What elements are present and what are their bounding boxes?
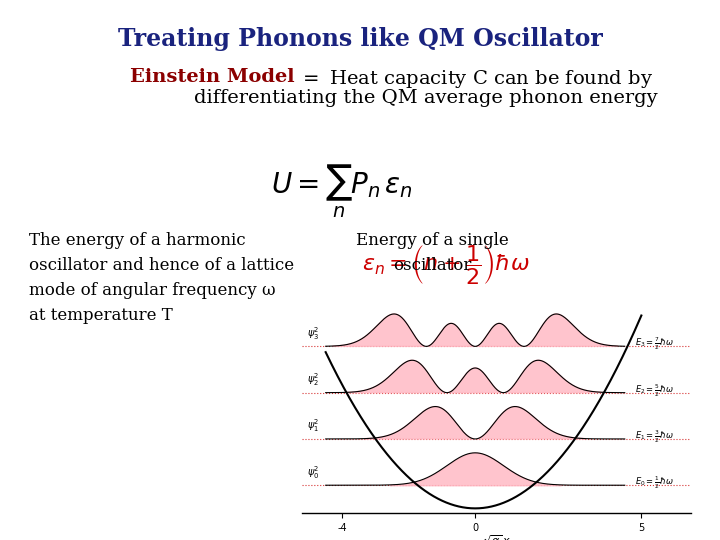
Text: $E_0=\frac{1}{2}\hbar\omega$: $E_0=\frac{1}{2}\hbar\omega$	[635, 475, 673, 491]
Text: $E_1=\frac{3}{2}\hbar\omega$: $E_1=\frac{3}{2}\hbar\omega$	[635, 428, 673, 445]
Text: $E_3=\frac{7}{2}\hbar\omega$: $E_3=\frac{7}{2}\hbar\omega$	[635, 336, 673, 352]
Text: The energy of a harmonic
oscillator and hence of a lattice
mode of angular frequ: The energy of a harmonic oscillator and …	[29, 232, 294, 323]
Text: differentiating the QM average phonon energy: differentiating the QM average phonon en…	[194, 89, 658, 107]
Text: $U = \sum_n P_n\, \varepsilon_n$: $U = \sum_n P_n\, \varepsilon_n$	[271, 163, 413, 220]
Text: Treating Phonons like QM Oscillator: Treating Phonons like QM Oscillator	[117, 27, 603, 51]
Text: $\psi_2^2$: $\psi_2^2$	[307, 371, 319, 388]
X-axis label: $\sqrt{\alpha}\,x$: $\sqrt{\alpha}\,x$	[483, 534, 510, 540]
Text: $\psi_1^2$: $\psi_1^2$	[307, 417, 319, 434]
Text: $\psi_0^2$: $\psi_0^2$	[307, 464, 319, 481]
Text: $=$ Heat capacity C can be found by: $=$ Heat capacity C can be found by	[299, 68, 653, 90]
Text: $E_2=\frac{5}{2}\hbar\omega$: $E_2=\frac{5}{2}\hbar\omega$	[635, 382, 673, 399]
Text: $\varepsilon_n = \left(n+\dfrac{1}{2}\right)\hbar\omega$: $\varepsilon_n = \left(n+\dfrac{1}{2}\ri…	[362, 243, 531, 286]
Text: $\psi_3^2$: $\psi_3^2$	[307, 325, 319, 342]
Text: Energy of a single
oscillator: Energy of a single oscillator	[356, 232, 508, 274]
Text: Einstein Model: Einstein Model	[130, 68, 294, 85]
